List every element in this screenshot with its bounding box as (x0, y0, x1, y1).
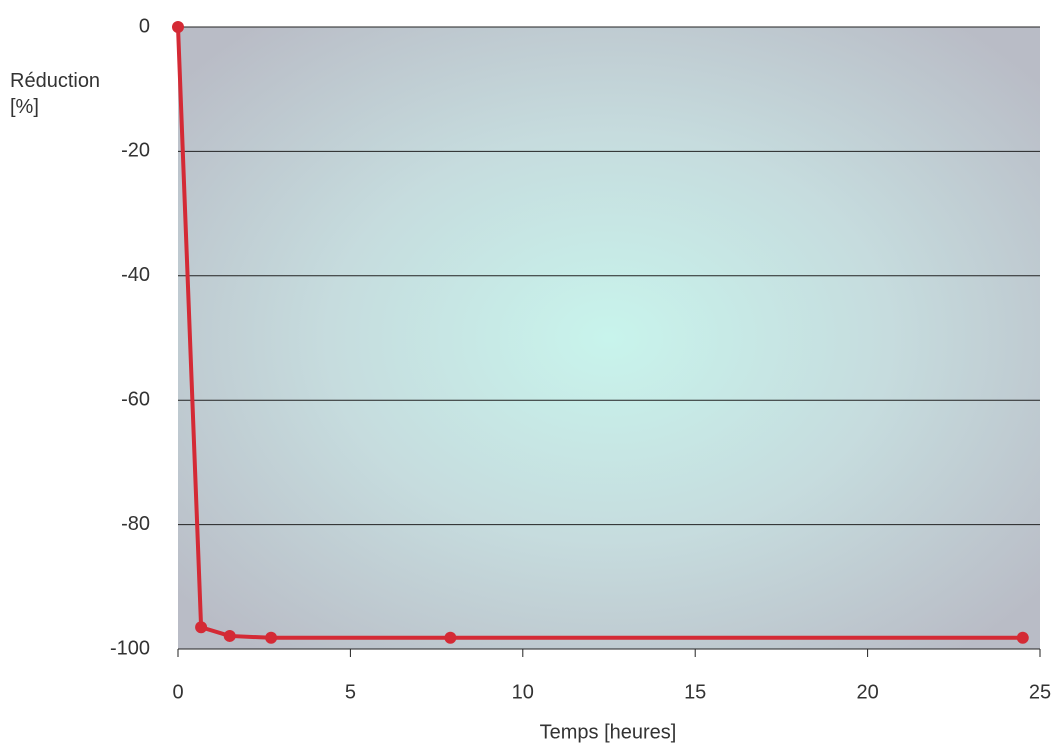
x-tick-label: 20 (856, 681, 878, 703)
x-tick-label: 25 (1029, 681, 1051, 703)
y-tick-label: -80 (121, 513, 150, 535)
y-tick-label: -20 (121, 140, 150, 162)
x-tick-label: 10 (512, 681, 534, 703)
x-tick-label: 0 (172, 681, 183, 703)
data-point (223, 629, 236, 642)
y-tick-label: 0 (139, 15, 150, 37)
data-point (172, 21, 184, 33)
y-axis-label: Réduction [%] (10, 70, 101, 118)
data-point (444, 631, 457, 644)
data-point (265, 631, 278, 644)
x-tick-label: 5 (345, 681, 356, 703)
y-tick-label: -40 (121, 264, 150, 286)
y-tick-label: -60 (121, 388, 150, 410)
data-point (195, 621, 208, 634)
x-tick-label: 15 (684, 681, 706, 703)
data-line (176, 26, 1023, 640)
plot-background (178, 27, 1040, 649)
y-tick-label: -100 (110, 637, 150, 659)
x-axis-label: Temps [heures] (540, 721, 677, 743)
data-point (1016, 631, 1029, 644)
